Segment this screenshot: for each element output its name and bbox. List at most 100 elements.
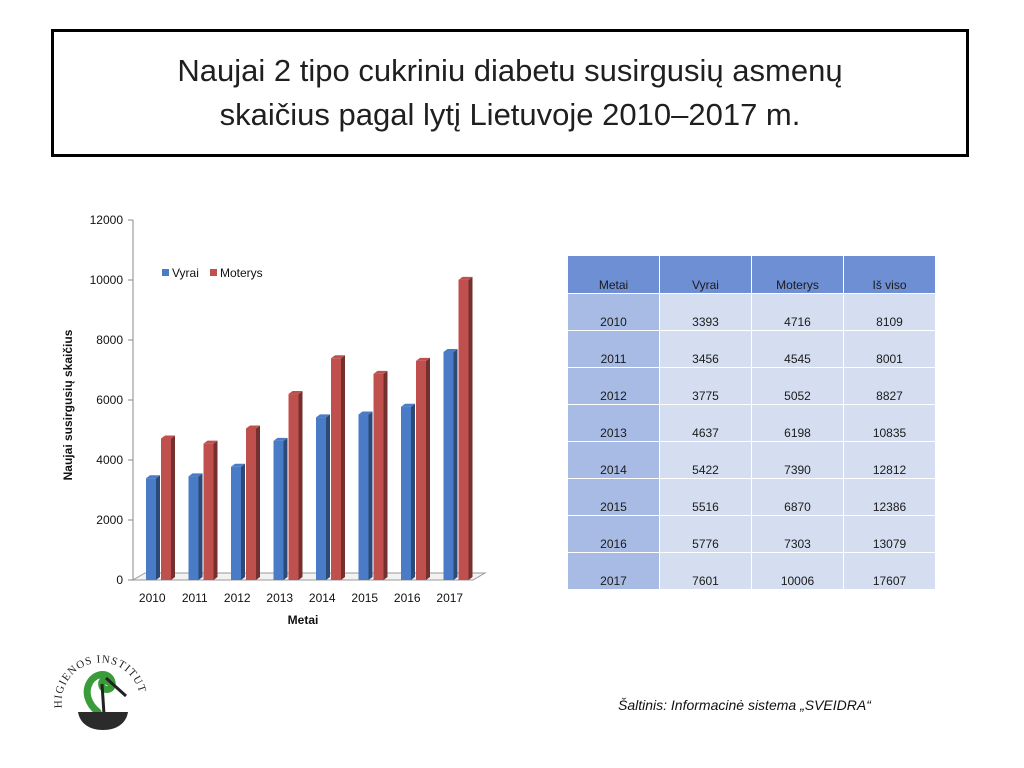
bar-side: [256, 425, 260, 580]
title-box: Naujai 2 tipo cukriniu diabetu susirgusi…: [51, 29, 969, 157]
x-tick-label: 2010: [139, 591, 166, 605]
table-header-cell: Iš viso: [843, 255, 936, 294]
bar-side: [241, 463, 245, 580]
bar-top: [443, 348, 458, 352]
bar-side: [198, 473, 203, 580]
table-cell: 17607: [843, 552, 936, 590]
bar-top: [401, 403, 415, 407]
table-cell-year: 2013: [567, 404, 660, 442]
bar-vyrai-2011: [188, 473, 203, 580]
bar-top: [146, 475, 160, 479]
y-tick-label: 6000: [96, 393, 123, 407]
table-cell: 10835: [843, 404, 936, 442]
bar-vyrai-2015: [358, 411, 373, 580]
bar-top: [288, 391, 303, 395]
table-cell: 10006: [751, 552, 844, 590]
table-row: 2017 7601 10006 17607: [567, 552, 936, 590]
bar-front: [331, 358, 341, 580]
table-cell: 8109: [843, 293, 936, 331]
bar-side: [283, 437, 288, 580]
table-header-row: Metai Vyrai Moterys Iš viso: [567, 255, 936, 294]
table-cell: 8827: [843, 367, 936, 405]
table-cell: 5776: [659, 515, 752, 553]
svg-text:HIGIENOS INSTITUTAS: HIGIENOS INSTITUTAS: [48, 634, 148, 708]
table-header-cell: Moterys: [751, 255, 844, 294]
table-cell: 4637: [659, 404, 752, 442]
bar-vyrai-2010: [146, 475, 160, 580]
bar-front: [443, 351, 454, 580]
bar-side: [298, 391, 303, 580]
y-tick-label: 12000: [90, 213, 124, 227]
bar-side: [171, 435, 175, 580]
bar-side: [326, 414, 330, 580]
bar-front: [188, 476, 199, 580]
table-row: 2010 3393 4716 8109: [567, 293, 936, 331]
table-cell-year: 2010: [567, 293, 660, 331]
bar-front: [288, 394, 299, 580]
x-tick-label: 2015: [351, 591, 378, 605]
bar-chart: 0 2000 4000 6000 8000 10000 12000 2010 2011 2012 2…: [61, 213, 487, 627]
x-axis-label: Metai: [288, 613, 319, 627]
logo-bowl-icon: [78, 712, 128, 730]
x-tick-label: 2016: [394, 591, 421, 605]
bar-top: [331, 355, 345, 359]
bar-front: [316, 417, 326, 580]
table-row: 2013 4637 6198 10835: [567, 404, 936, 442]
bar-side: [383, 370, 388, 580]
y-axis-label: Naujai susirgusių skaičius: [61, 329, 75, 480]
y-tick-label: 0: [116, 573, 123, 587]
bar-top: [246, 425, 260, 429]
x-tick-label: 2017: [436, 591, 463, 605]
bar-front: [203, 443, 214, 580]
bar-vyrai-2014: [316, 414, 330, 580]
bar-top: [188, 473, 203, 477]
legend-label: Vyrai: [172, 266, 199, 280]
y-tick-label: 10000: [90, 273, 124, 287]
table-cell-year: 2015: [567, 478, 660, 516]
table-cell: 8001: [843, 330, 936, 368]
bar-moterys-2011: [203, 440, 218, 580]
table-row: 2012 3775 5052 8827: [567, 367, 936, 405]
table-header-cell: Metai: [567, 255, 660, 294]
logo-staff-icon: [100, 676, 128, 715]
bar-top: [316, 414, 330, 418]
table-cell-year: 2017: [567, 552, 660, 590]
bar-side: [341, 355, 345, 580]
table-cell: 4716: [751, 293, 844, 331]
bar-top: [373, 370, 388, 374]
bar-front: [146, 478, 156, 580]
table-cell-year: 2012: [567, 367, 660, 405]
table-row: 2016 5776 7303 13079: [567, 515, 936, 553]
source-note: Šaltinis: Informacinė sistema „SVEIDRA“: [618, 697, 871, 713]
bar-vyrai-2016: [401, 403, 415, 580]
page-title-line-1: Naujai 2 tipo cukriniu diabetu susirgusi…: [177, 53, 843, 88]
bar-front: [273, 440, 284, 580]
bar-front: [246, 428, 256, 580]
bar-moterys-2013: [288, 391, 303, 580]
institute-logo: HIGIENOS INSTITUTAS: [48, 634, 148, 730]
bar-side: [156, 475, 160, 580]
bar-side: [213, 440, 218, 580]
bar-front: [458, 279, 469, 580]
bar-top: [203, 440, 218, 444]
y-tick-label: 2000: [96, 513, 123, 527]
table-row: 2014 5422 7390 12812: [567, 441, 936, 479]
table-cell-year: 2014: [567, 441, 660, 479]
table-cell: 12386: [843, 478, 936, 516]
bar-top: [273, 437, 288, 441]
chart-legend: Vyrai Moterys: [162, 266, 263, 280]
bar-front: [161, 438, 171, 580]
table-cell: 7303: [751, 515, 844, 553]
bar-top: [416, 357, 430, 361]
bar-front: [231, 466, 241, 580]
bar-top: [161, 435, 175, 439]
table-cell: 3775: [659, 367, 752, 405]
logo-text: HIGIENOS INSTITUTAS: [48, 634, 147, 708]
bar-side: [453, 348, 458, 580]
page-title-line-2: skaičius pagal lytį Lietuvoje 2010–2017 …: [219, 97, 801, 132]
bar-top: [231, 463, 245, 467]
y-tick-label: 8000: [96, 333, 123, 347]
bar-moterys-2016: [416, 357, 430, 580]
legend-swatch-moterys: [210, 269, 217, 276]
bar-moterys-2017: [458, 276, 473, 580]
